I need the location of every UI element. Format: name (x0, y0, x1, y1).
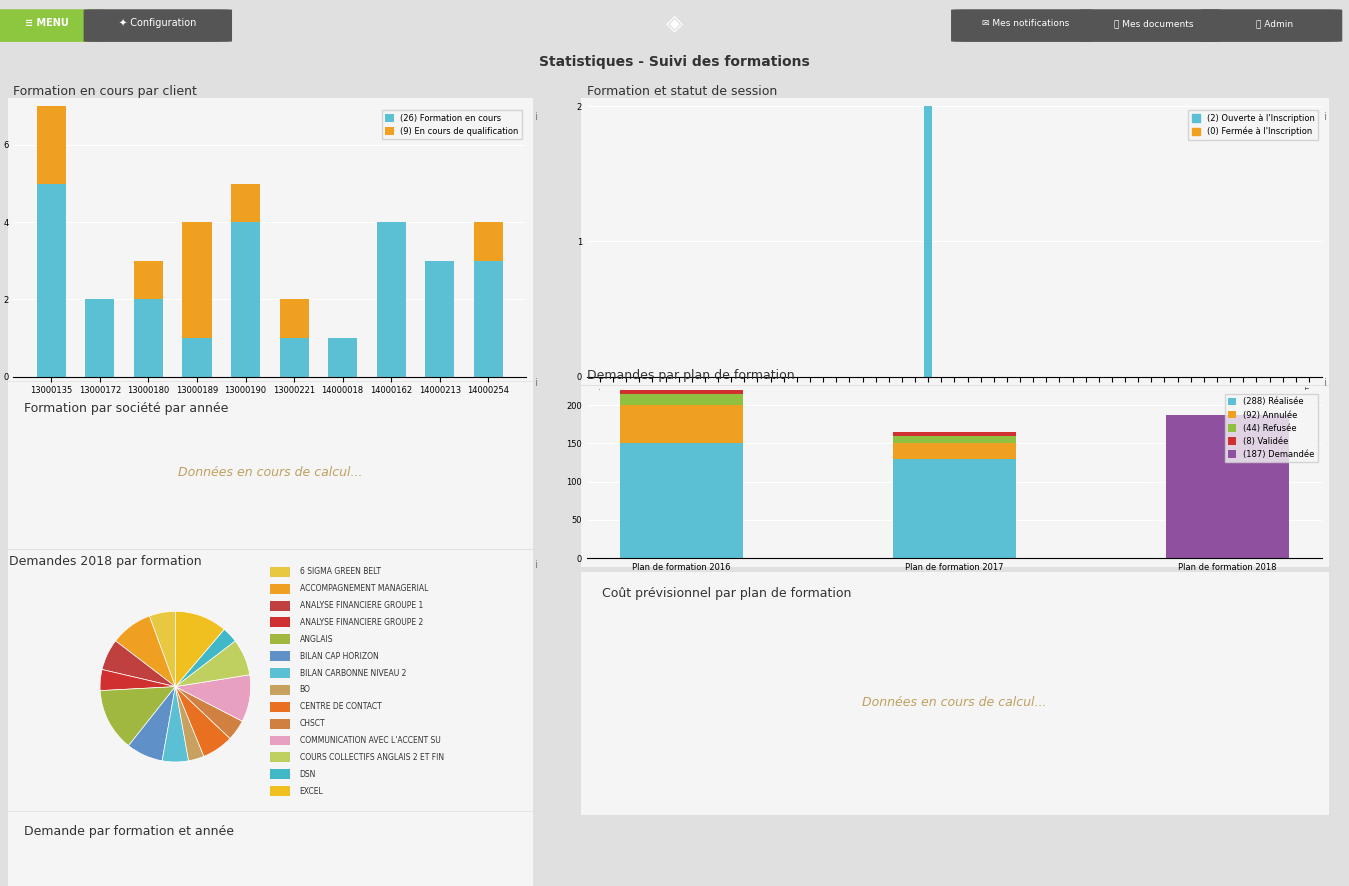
FancyBboxPatch shape (0, 9, 104, 42)
Wedge shape (175, 641, 250, 687)
Bar (270, 668, 290, 678)
Text: ACCOMPAGNEMENT MANAGERIAL: ACCOMPAGNEMENT MANAGERIAL (299, 584, 428, 594)
Text: ANALYSE FINANCIERE GROUPE 1: ANALYSE FINANCIERE GROUPE 1 (299, 601, 424, 610)
Bar (1166, 415, 1288, 558)
Text: i: i (1323, 113, 1327, 122)
Bar (328, 338, 357, 377)
Bar (473, 222, 503, 260)
Text: ✦ Configuration: ✦ Configuration (119, 19, 197, 28)
Wedge shape (175, 629, 235, 687)
Text: i: i (534, 113, 538, 122)
Wedge shape (175, 611, 224, 687)
Bar (621, 393, 743, 405)
Wedge shape (162, 687, 189, 762)
Legend: (26) Formation en cours, (9) En cours de qualification: (26) Formation en cours, (9) En cours de… (382, 111, 522, 139)
Bar (270, 651, 290, 661)
Text: ANALYSE FINANCIERE GROUPE 2: ANALYSE FINANCIERE GROUPE 2 (299, 618, 424, 627)
Bar (893, 459, 1016, 558)
Bar (893, 436, 1016, 443)
Bar (893, 443, 1016, 459)
Text: Formation en cours par client: Formation en cours par client (13, 85, 197, 98)
Bar (270, 719, 290, 728)
Bar (270, 735, 290, 745)
Text: Demande par formation et année: Demande par formation et année (24, 825, 233, 838)
Bar (134, 260, 163, 299)
Text: Demandes 2018 par formation: Demandes 2018 par formation (9, 555, 202, 568)
Text: BO: BO (299, 686, 310, 695)
Bar (182, 222, 212, 338)
Bar (182, 338, 212, 377)
Bar (270, 601, 290, 610)
Text: ✉ Mes notifications: ✉ Mes notifications (982, 19, 1068, 27)
Text: CENTRE DE CONTACT: CENTRE DE CONTACT (299, 703, 382, 711)
Bar (134, 299, 163, 377)
Text: 👤 Admin: 👤 Admin (1256, 19, 1294, 27)
Text: Données en cours de calcul...: Données en cours de calcul... (862, 696, 1047, 709)
Bar (270, 752, 290, 762)
Bar (270, 702, 290, 711)
Text: ≡ MENU: ≡ MENU (26, 19, 69, 28)
Bar (621, 405, 743, 443)
Text: i: i (534, 378, 538, 388)
Text: ANGLAIS: ANGLAIS (299, 634, 333, 644)
Text: 📄 Mes documents: 📄 Mes documents (1114, 19, 1193, 27)
Bar (279, 338, 309, 377)
Legend: (288) Réalisée, (92) Annulée, (44) Refusée, (8) Validée, (187) Demandée: (288) Réalisée, (92) Annulée, (44) Refus… (1225, 394, 1318, 462)
Text: EXCEL: EXCEL (299, 787, 324, 796)
Bar (473, 260, 503, 377)
FancyBboxPatch shape (84, 9, 232, 42)
Text: ◈: ◈ (666, 13, 683, 34)
Text: i: i (534, 560, 538, 570)
Text: CHSCT: CHSCT (299, 719, 325, 728)
Text: Demandes par plan de formation: Demandes par plan de formation (587, 369, 795, 382)
Bar (270, 567, 290, 577)
Wedge shape (100, 687, 175, 746)
Bar (270, 786, 290, 797)
Wedge shape (128, 687, 175, 761)
FancyBboxPatch shape (1079, 9, 1221, 42)
Text: Formation par société par année: Formation par société par année (24, 402, 228, 415)
Bar (270, 618, 290, 627)
Bar (85, 299, 115, 377)
Bar (270, 584, 290, 594)
Text: BILAN CARBONNE NIVEAU 2: BILAN CARBONNE NIVEAU 2 (299, 669, 406, 678)
Bar (621, 443, 743, 558)
Text: Formation et statut de session: Formation et statut de session (587, 85, 777, 98)
Text: COMMUNICATION AVEC L'ACCENT SU: COMMUNICATION AVEC L'ACCENT SU (299, 736, 441, 745)
Bar (376, 222, 406, 377)
Bar (36, 106, 66, 183)
Text: Coût prévisionnel par plan de formation: Coût prévisionnel par plan de formation (602, 587, 851, 601)
Text: BILAN CAP HORIZON: BILAN CAP HORIZON (299, 652, 379, 661)
Text: Statistiques - Suivi des formations: Statistiques - Suivi des formations (540, 55, 809, 69)
Bar (924, 106, 932, 377)
Bar (270, 769, 290, 779)
Wedge shape (150, 611, 175, 687)
Wedge shape (175, 675, 251, 721)
Bar (270, 685, 290, 695)
Text: COURS COLLECTIFS ANGLAIS 2 ET FIN: COURS COLLECTIFS ANGLAIS 2 ET FIN (299, 753, 444, 762)
Wedge shape (175, 687, 231, 757)
Text: DSN: DSN (299, 770, 316, 779)
Bar (231, 183, 260, 222)
FancyBboxPatch shape (1201, 9, 1342, 42)
Bar (621, 387, 743, 393)
Bar (279, 299, 309, 338)
Bar (231, 222, 260, 377)
Wedge shape (100, 670, 175, 690)
Text: Données en cours de calcul...: Données en cours de calcul... (178, 466, 362, 479)
Wedge shape (116, 616, 175, 687)
Bar (425, 260, 455, 377)
Text: 6 SIGMA GREEN BELT: 6 SIGMA GREEN BELT (299, 567, 380, 576)
Bar (270, 634, 290, 644)
Wedge shape (103, 641, 175, 687)
Legend: (2) Ouverte à l'Inscription, (0) Fermée à l'Inscription: (2) Ouverte à l'Inscription, (0) Fermée … (1188, 111, 1318, 140)
FancyBboxPatch shape (951, 9, 1093, 42)
Bar (36, 183, 66, 377)
Text: i: i (1323, 378, 1327, 388)
Bar (893, 432, 1016, 436)
Wedge shape (175, 687, 243, 738)
Wedge shape (175, 687, 204, 761)
